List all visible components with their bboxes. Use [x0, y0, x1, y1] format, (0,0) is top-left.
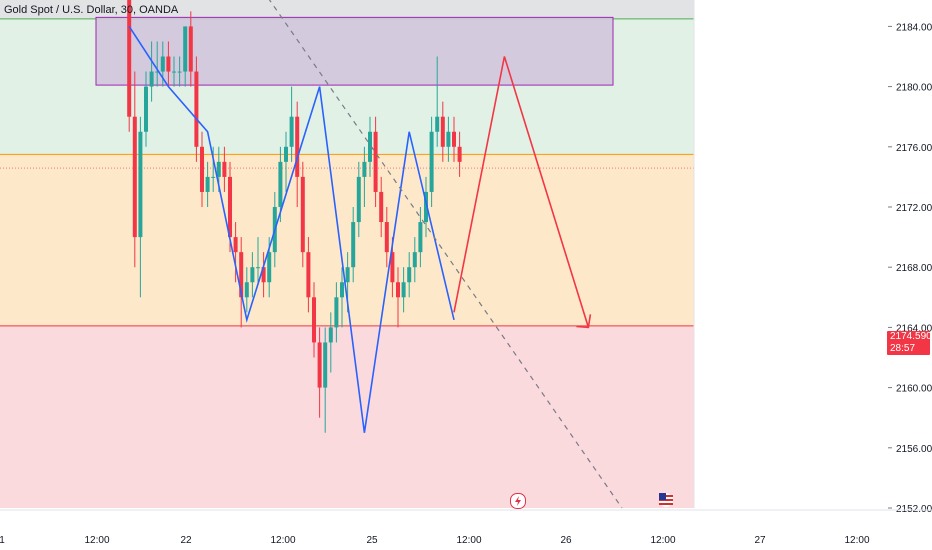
candle-body: [457, 146, 462, 162]
x-tick-label: 22: [180, 535, 192, 546]
x-tick-label: 12:00: [270, 535, 295, 546]
candle-body: [188, 26, 193, 72]
last-price-tag: 2174.590 28:57: [887, 331, 932, 355]
candle-body: [200, 146, 204, 192]
candle-body: [384, 222, 389, 253]
last-price-value: 2174.590: [890, 331, 932, 342]
candle-body: [211, 176, 216, 178]
candle-body: [216, 161, 221, 177]
candle-body: [256, 267, 260, 269]
candle-body: [222, 161, 227, 177]
y-tick-label: 2156.000: [896, 444, 932, 455]
y-tick-label: 2160.000: [896, 384, 932, 395]
candle-body: [356, 176, 361, 223]
x-tick-label: 12:00: [650, 535, 675, 546]
zone-gray-lower: [0, 0, 694, 19]
y-tick-label: 2164.000: [896, 323, 932, 334]
y-tick-label: 2180.000: [896, 83, 932, 94]
candle-body: [407, 267, 412, 283]
candle-body: [368, 131, 372, 162]
candle-body: [261, 267, 266, 283]
candle-body: [412, 252, 417, 268]
candle-body: [317, 342, 322, 388]
candle-body: [295, 116, 300, 177]
x-tick-label: 1: [0, 535, 5, 546]
y-tick-label: 2172.000: [896, 203, 932, 214]
candle-body: [166, 56, 171, 72]
candle-body: [390, 252, 395, 283]
candle-body: [334, 297, 339, 328]
candle-body: [429, 131, 434, 192]
x-tick-label: 25: [366, 535, 378, 546]
candle-body: [127, 0, 132, 117]
candle-body: [278, 161, 283, 207]
candle-body: [144, 86, 148, 132]
candle-body: [328, 327, 333, 343]
candle-body: [435, 116, 440, 132]
candle-body: [379, 191, 384, 223]
x-tick-label: 27: [754, 535, 766, 546]
x-tick-label: 26: [560, 535, 572, 546]
candle-body: [446, 131, 451, 147]
symbol-title: Gold Spot / U.S. Dollar, 30, OANDA: [4, 4, 179, 16]
candle-body: [284, 146, 288, 162]
candle-body: [424, 191, 428, 223]
candle-body: [149, 71, 154, 87]
resistance-rectangle: [95, 16, 614, 86]
candle-body: [183, 26, 188, 72]
candle-body: [418, 222, 423, 253]
candle-body: [228, 176, 232, 238]
dashed-trendline: [268, 0, 623, 509]
candle-body: [323, 342, 328, 388]
candle-body: [172, 71, 176, 73]
candle-body: [306, 252, 311, 298]
candle-body: [205, 176, 210, 192]
candle-body: [194, 71, 199, 147]
y-tick-label: 2176.000: [896, 143, 932, 154]
candle-body: [132, 116, 137, 238]
candle-body: [401, 282, 406, 298]
y-tick-label: 2168.000: [896, 263, 932, 274]
y-tick-label: 2184.000: [896, 22, 932, 33]
candle-body: [244, 282, 249, 298]
bar-countdown: 28:57: [890, 343, 916, 354]
candle-body: [289, 116, 294, 147]
red-projection-path: [453, 56, 590, 328]
candle-body: [250, 267, 255, 283]
candle-body: [340, 282, 344, 298]
candle-body: [345, 267, 350, 283]
candle-body: [373, 131, 378, 192]
x-tick-label: 12:00: [456, 535, 481, 546]
blue-zigzag-path: [128, 25, 455, 433]
candle-body: [138, 131, 143, 238]
red-arrow-head: [576, 314, 592, 329]
candle-body: [396, 282, 400, 298]
candle-body: [300, 176, 305, 253]
candle-body: [362, 161, 367, 177]
candle-body: [267, 252, 272, 283]
x-tick-label: 12:00: [844, 535, 869, 546]
candle-body: [233, 237, 238, 253]
candle-body: [440, 116, 445, 147]
lightning-icon[interactable]: [510, 493, 526, 509]
candle-body: [155, 71, 160, 73]
candle-body: [452, 131, 456, 147]
candle-body: [312, 297, 316, 343]
candle-body: [177, 71, 182, 73]
candle-body: [351, 222, 356, 268]
candle-body: [239, 252, 244, 298]
us-flag-icon[interactable]: [659, 493, 673, 507]
zone-red: [0, 325, 694, 508]
candle-body: [160, 56, 165, 72]
x-tick-label: 12:00: [84, 535, 109, 546]
